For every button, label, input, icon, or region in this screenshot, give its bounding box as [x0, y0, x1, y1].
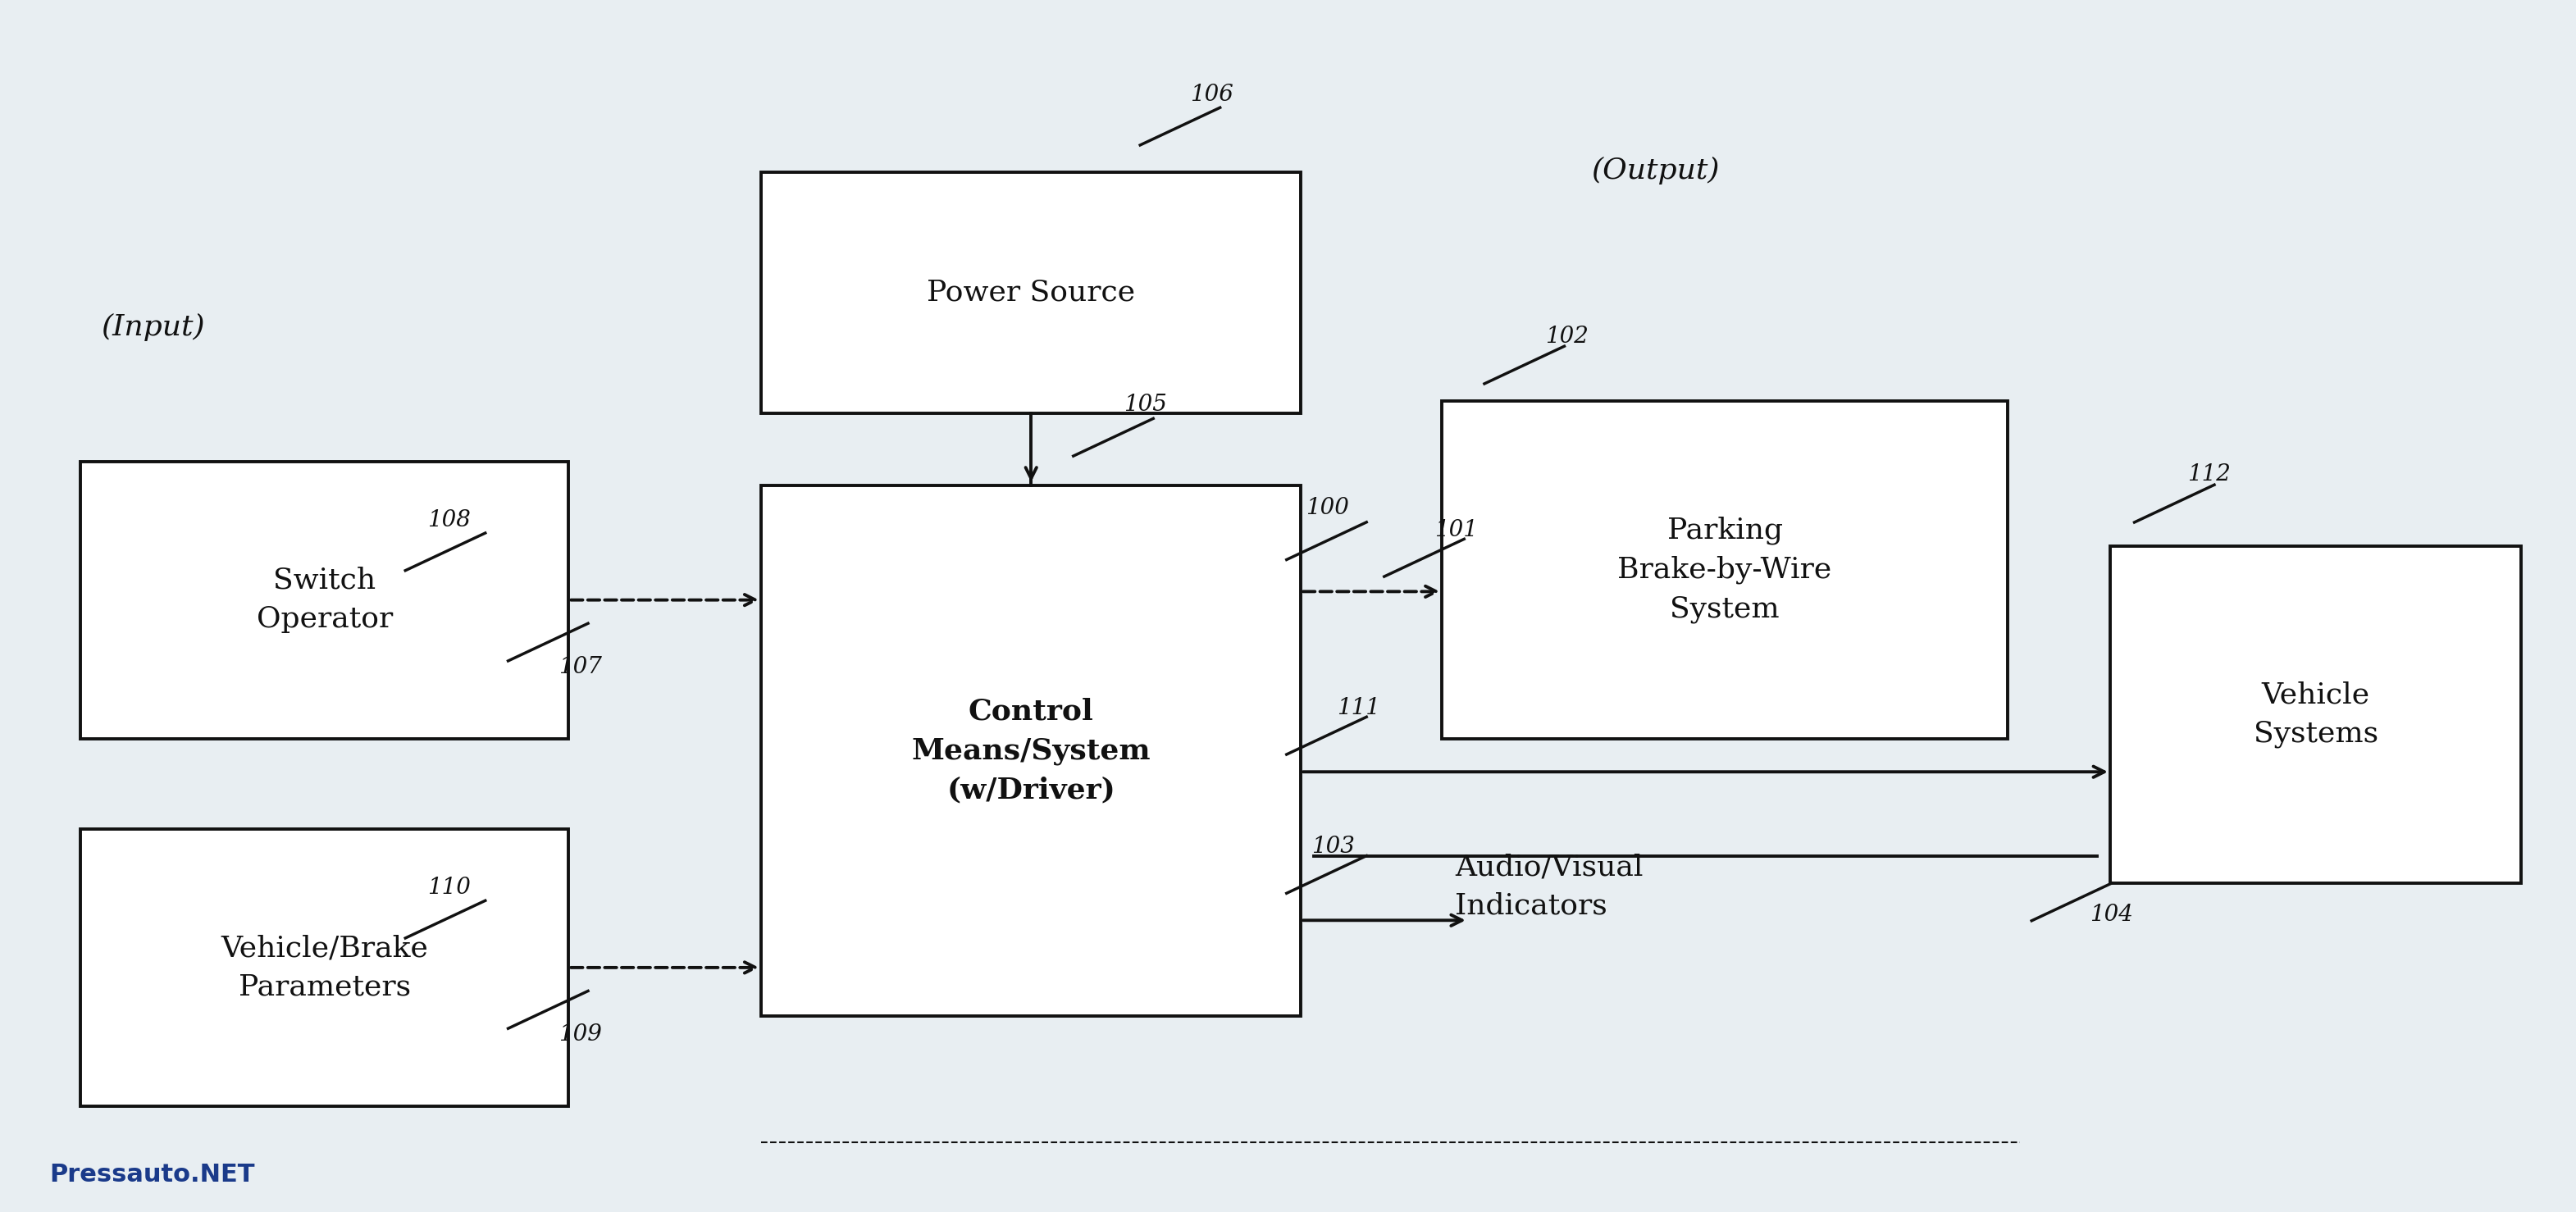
Text: (Input): (Input)	[100, 313, 206, 341]
Bar	[1443, 401, 2007, 738]
Bar	[80, 829, 569, 1107]
Text: Power Source: Power Source	[927, 279, 1136, 307]
Text: 112: 112	[2187, 463, 2231, 486]
Text: 107: 107	[559, 656, 603, 679]
Text: 103: 103	[1311, 835, 1355, 858]
Text: Parking
Brake-by-Wire
System: Parking Brake-by-Wire System	[1618, 516, 1832, 623]
Text: 110: 110	[428, 876, 471, 899]
Bar	[80, 462, 569, 738]
Text: Control
Means/System
(w/Driver): Control Means/System (w/Driver)	[912, 698, 1151, 804]
Text: Audio/Visual
Indicators: Audio/Visual Indicators	[1455, 853, 1643, 920]
Text: (Output): (Output)	[1592, 156, 1721, 184]
Text: Vehicle
Systems: Vehicle Systems	[2254, 681, 2378, 748]
Text: 105: 105	[1123, 394, 1167, 416]
Text: 111: 111	[1337, 697, 1381, 719]
Text: 108: 108	[428, 509, 471, 531]
Bar	[762, 172, 1301, 413]
Text: 101: 101	[1435, 519, 1479, 541]
Text: 109: 109	[559, 1024, 603, 1046]
Text: 100: 100	[1306, 497, 1350, 519]
Text: 102: 102	[1546, 326, 1589, 348]
Text: Switch
Operator: Switch Operator	[258, 566, 392, 634]
Text: 104: 104	[2089, 904, 2133, 926]
Text: Pressauto.NET: Pressauto.NET	[49, 1164, 255, 1187]
Bar	[2110, 545, 2522, 884]
Bar	[762, 486, 1301, 1016]
Text: 106: 106	[1190, 84, 1234, 105]
Text: Vehicle/Brake
Parameters: Vehicle/Brake Parameters	[222, 934, 428, 1001]
